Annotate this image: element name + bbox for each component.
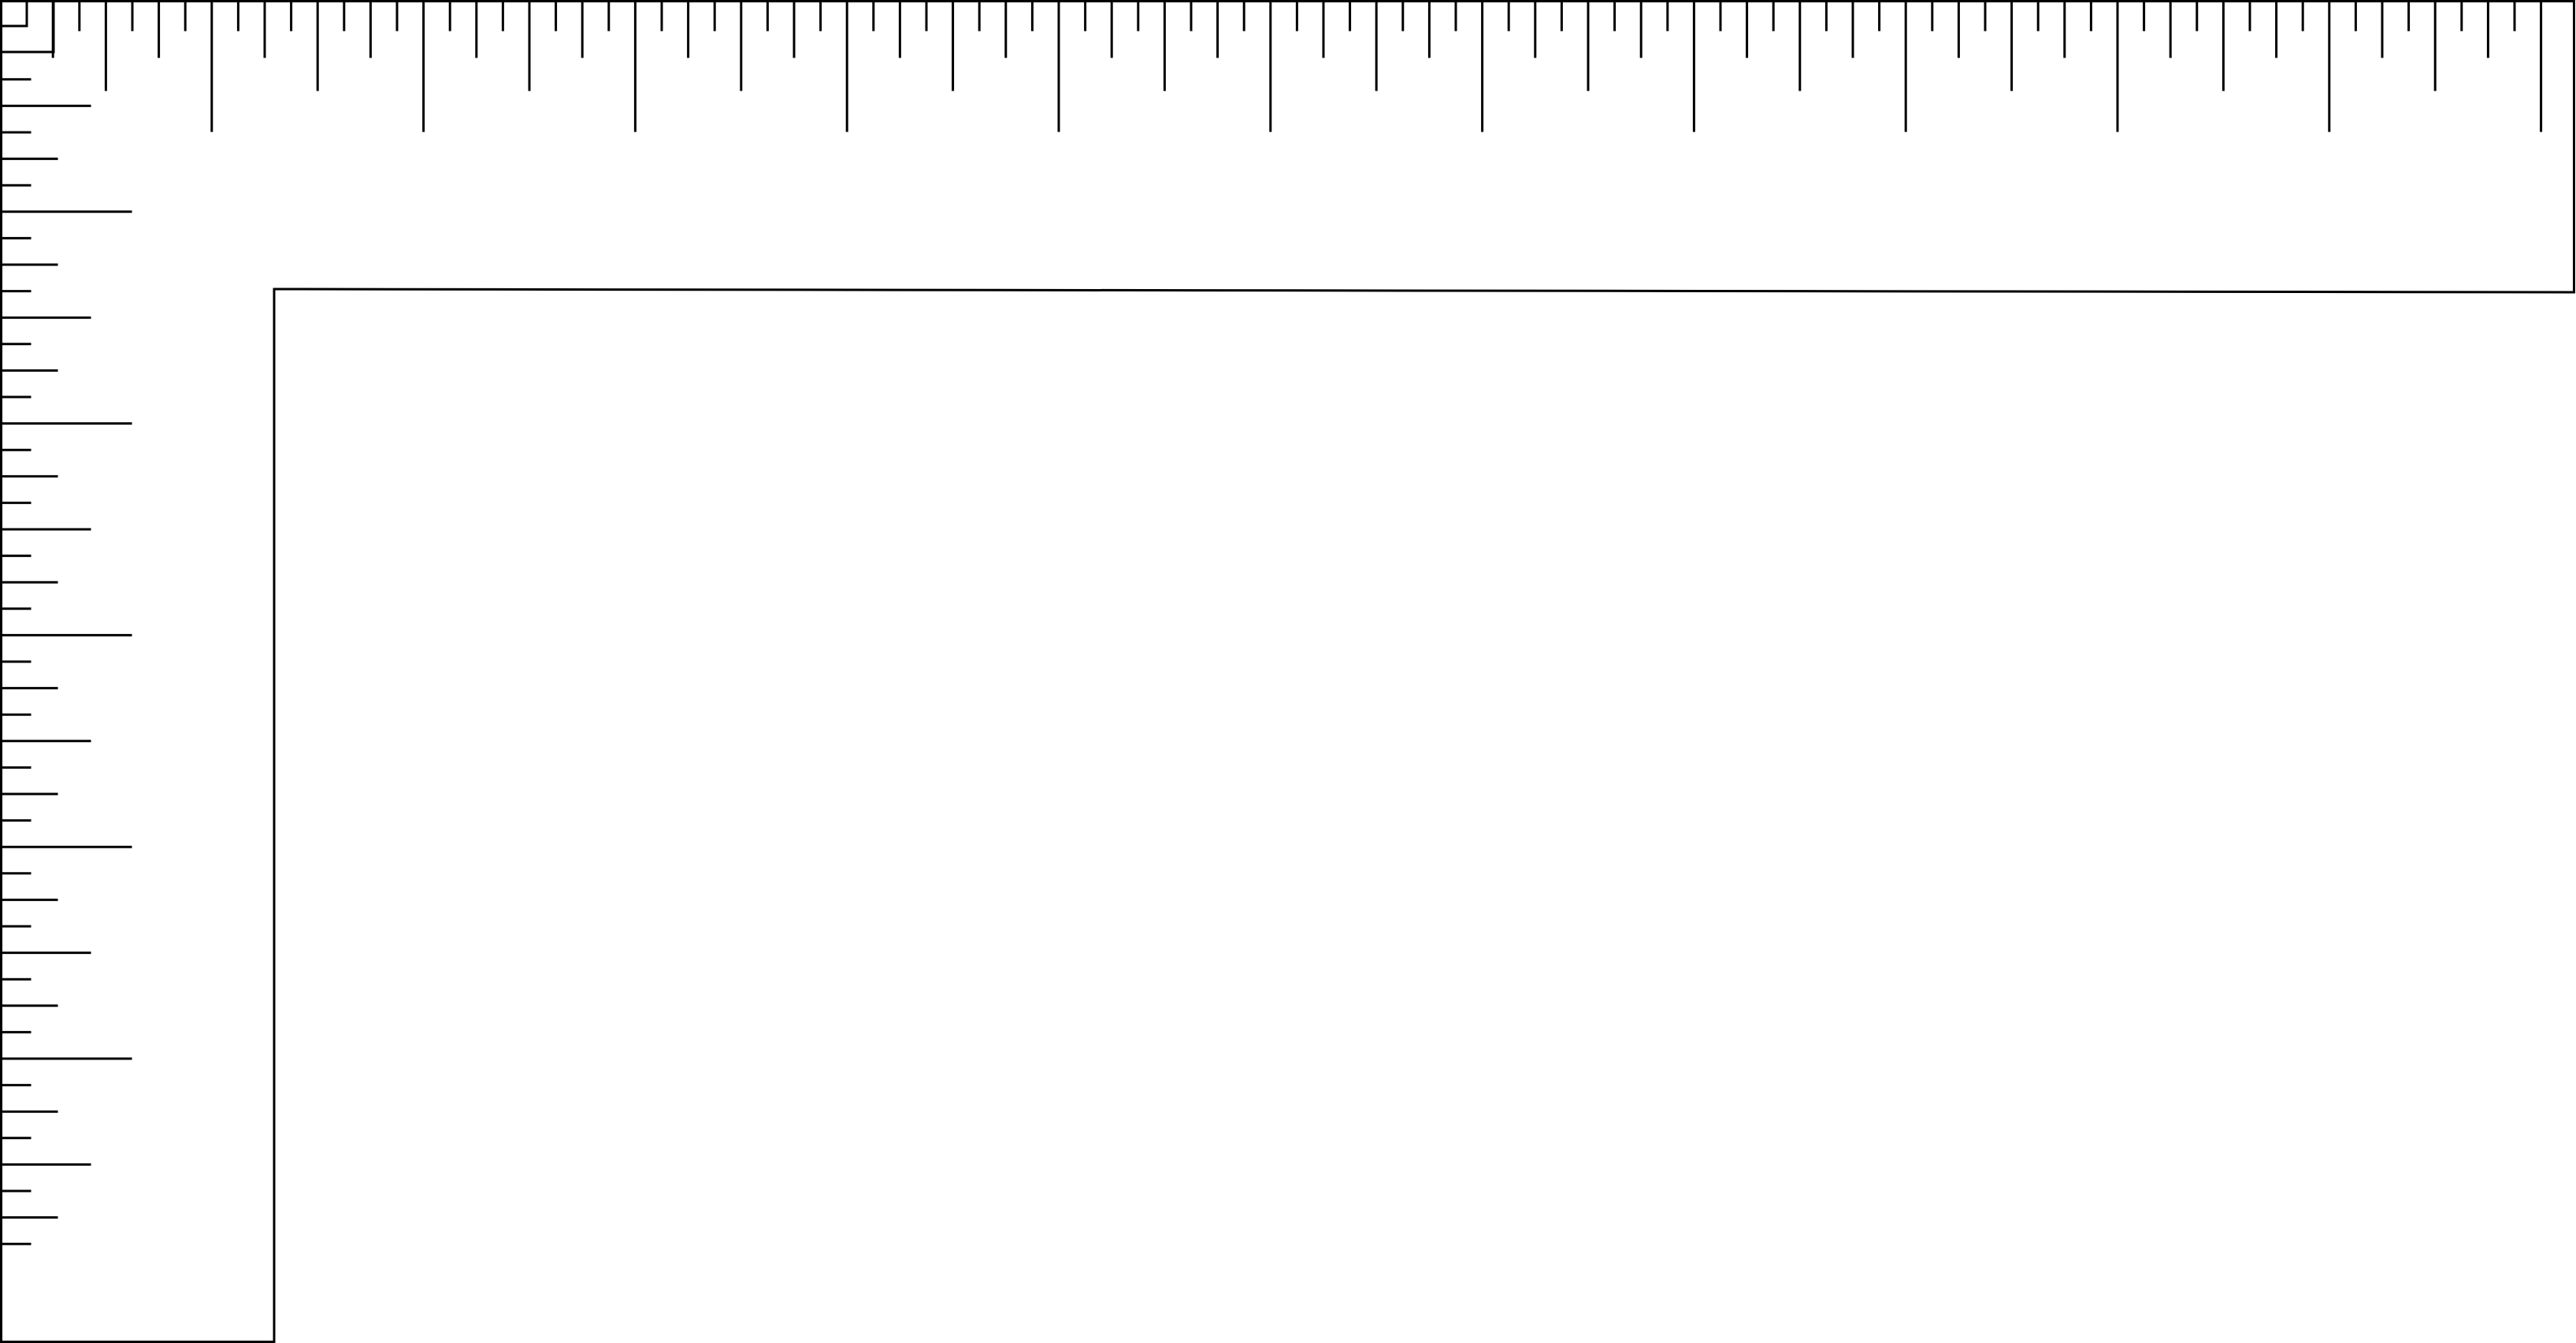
side-ruler-ticks [1, 78, 132, 1245]
corner-marks [1, 1, 55, 54]
top-ruler-ticks [51, 1, 2543, 132]
corner-mark-small [1, 1, 28, 28]
